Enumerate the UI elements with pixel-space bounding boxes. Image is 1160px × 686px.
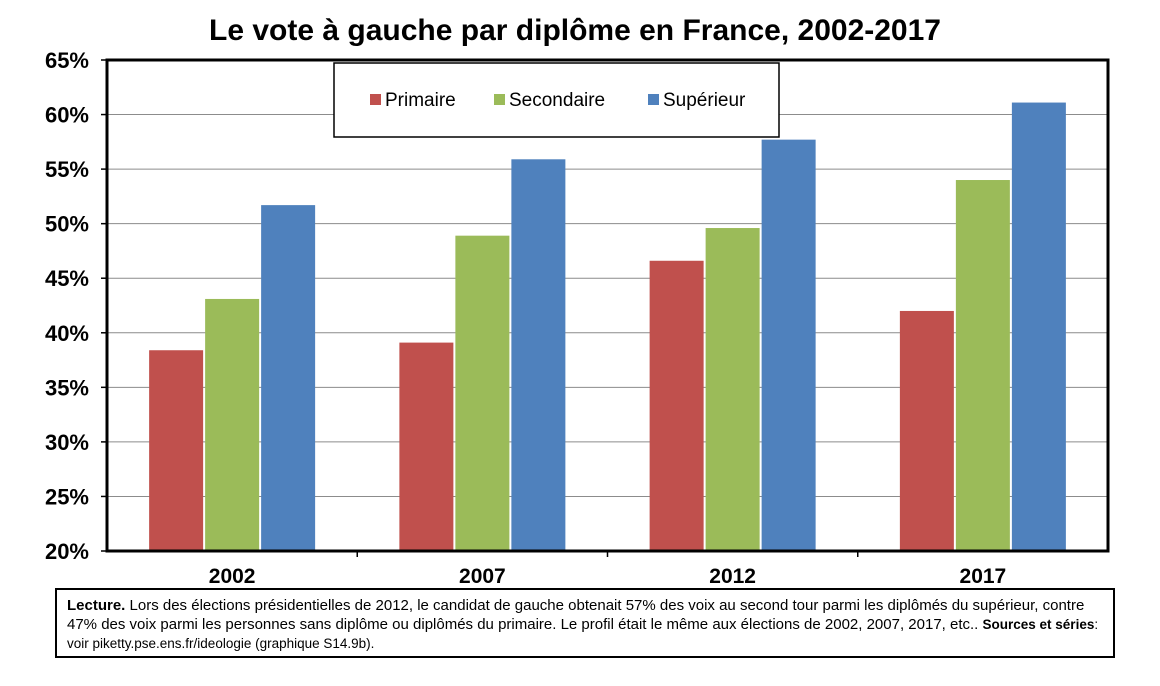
legend-label-supérieur: Supérieur [663, 90, 746, 111]
sources-text: : voir piketty.pse.ens.fr/ideologie (gra… [67, 617, 1099, 651]
lecture-text: Lors des élections présidentielles de 20… [67, 597, 1085, 633]
y-tick-label: 50% [45, 212, 89, 237]
y-tick-label: 25% [45, 484, 89, 509]
bar-primaire-2002 [149, 350, 204, 551]
x-tick-label: 2007 [459, 565, 506, 586]
bar-secondaire-2002 [205, 298, 260, 551]
lecture-note: Lecture. Lors des élections présidentiel… [55, 588, 1115, 658]
legend-label-primaire: Primaire [385, 90, 456, 111]
y-tick-label: 40% [45, 321, 89, 346]
x-tick-label: 2002 [209, 565, 256, 586]
axes: 20% 25% 30% 35% 40% 45% 50% 55% 60% 65% 2002 2007 20… [45, 48, 1006, 586]
lecture-label: Lecture. [67, 597, 126, 614]
bar-supérieur-2012 [761, 139, 816, 551]
bar-secondaire-2012 [705, 228, 760, 551]
y-tick-label: 55% [45, 157, 89, 182]
y-tick-label: 65% [45, 48, 89, 73]
legend-swatch-primaire [370, 94, 381, 105]
x-tick-label: 2017 [960, 565, 1007, 586]
y-tick-label: 20% [45, 539, 89, 564]
legend-swatch-secondaire [494, 94, 505, 105]
bar-primaire-2012 [649, 260, 704, 551]
bar-supérieur-2017 [1011, 102, 1066, 551]
bar-chart: 20% 25% 30% 35% 40% 45% 50% 55% 60% 65% 2002 2007 20… [45, 48, 1110, 586]
sources-label: Sources et séries [982, 617, 1095, 632]
bar-secondaire-2007 [455, 235, 510, 551]
y-tick-label: 35% [45, 375, 89, 400]
x-tick-label: 2012 [709, 565, 756, 586]
y-tick-label: 30% [45, 430, 89, 455]
legend-label-secondaire: Secondaire [509, 90, 605, 111]
bars [149, 102, 1066, 551]
chart-title: Le vote à gauche par diplôme en France, … [209, 14, 941, 47]
y-tick-label: 60% [45, 103, 89, 128]
bar-secondaire-2017 [955, 180, 1010, 551]
bar-primaire-2017 [899, 310, 954, 551]
y-tick-label: 45% [45, 266, 89, 291]
bar-primaire-2007 [399, 342, 454, 551]
legend-swatch-supérieur [648, 94, 659, 105]
bar-supérieur-2007 [511, 159, 566, 551]
legend-box [333, 62, 780, 138]
bar-supérieur-2002 [261, 205, 316, 551]
legend: Primaire Secondaire Supérieur [333, 62, 780, 138]
